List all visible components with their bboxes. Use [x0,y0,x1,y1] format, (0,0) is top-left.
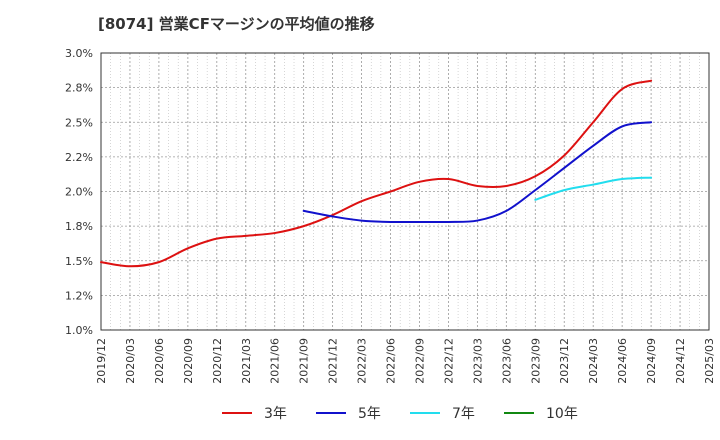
x-tick-label: 2022/09 [413,338,426,384]
x-tick-label: 2020/09 [182,338,195,384]
x-tick-label: 2024/03 [587,338,600,384]
x-tick-label: 2020/06 [153,338,166,384]
x-tick-label: 2021/09 [298,338,311,384]
y-tick-label: 2.2% [65,151,93,164]
x-tick-label: 2019/12 [95,338,108,384]
y-tick-label: 2.5% [65,116,93,129]
y-tick-label: 2.0% [65,186,93,199]
y-tick-label: 2.8% [65,82,93,95]
x-tick-label: 2023/06 [500,338,513,384]
series-line-3 [534,176,653,201]
x-tick-label: 2023/03 [471,338,484,384]
legend-label-2: 5年 [358,406,381,422]
legend-label-1: 3年 [264,406,287,422]
series-layer [100,79,653,268]
x-tick-label: 2022/03 [356,338,369,384]
y-axis-ticks: 1.0% 1.2% 1.5% 1.8% 2.0% 2.2% 2.5% 2.8% 3.0% [65,47,93,337]
x-tick-label: 2025/03 [703,338,716,384]
legend-label-4: 10年 [546,406,578,422]
y-tick-label: 1.0% [65,324,93,337]
x-tick-label: 2022/12 [442,338,455,384]
x-tick-label: 2021/03 [240,338,253,384]
legend: 3年 5年 7年 10年 [222,406,578,422]
x-tick-label: 2022/06 [385,338,398,384]
x-tick-label: 2021/06 [269,338,282,384]
x-tick-label: 2024/06 [616,338,629,384]
series-line-2 [302,121,653,224]
x-tick-label: 2024/09 [645,338,658,384]
y-tick-label: 1.5% [65,255,93,268]
series-line-1 [100,79,653,268]
y-tick-label: 1.2% [65,289,93,302]
grid-layer [100,52,710,331]
chart-title: [8074] 営業CFマージンの平均値の推移 [98,15,375,33]
x-tick-label: 2020/12 [211,338,224,384]
x-tick-label: 2020/03 [124,338,137,384]
x-tick-label: 2023/09 [529,338,542,384]
y-tick-label: 3.0% [65,47,93,60]
y-tick-label: 1.8% [65,220,93,233]
x-tick-label: 2024/12 [674,338,687,384]
x-tick-label: 2021/12 [327,338,340,384]
x-tick-label: 2023/12 [558,338,571,384]
legend-label-3: 7年 [452,406,475,422]
plot-frame [100,52,710,331]
x-axis-ticks: 2019/12 2020/03 2020/06 2020/09 2020/12 2021/… [95,338,716,384]
